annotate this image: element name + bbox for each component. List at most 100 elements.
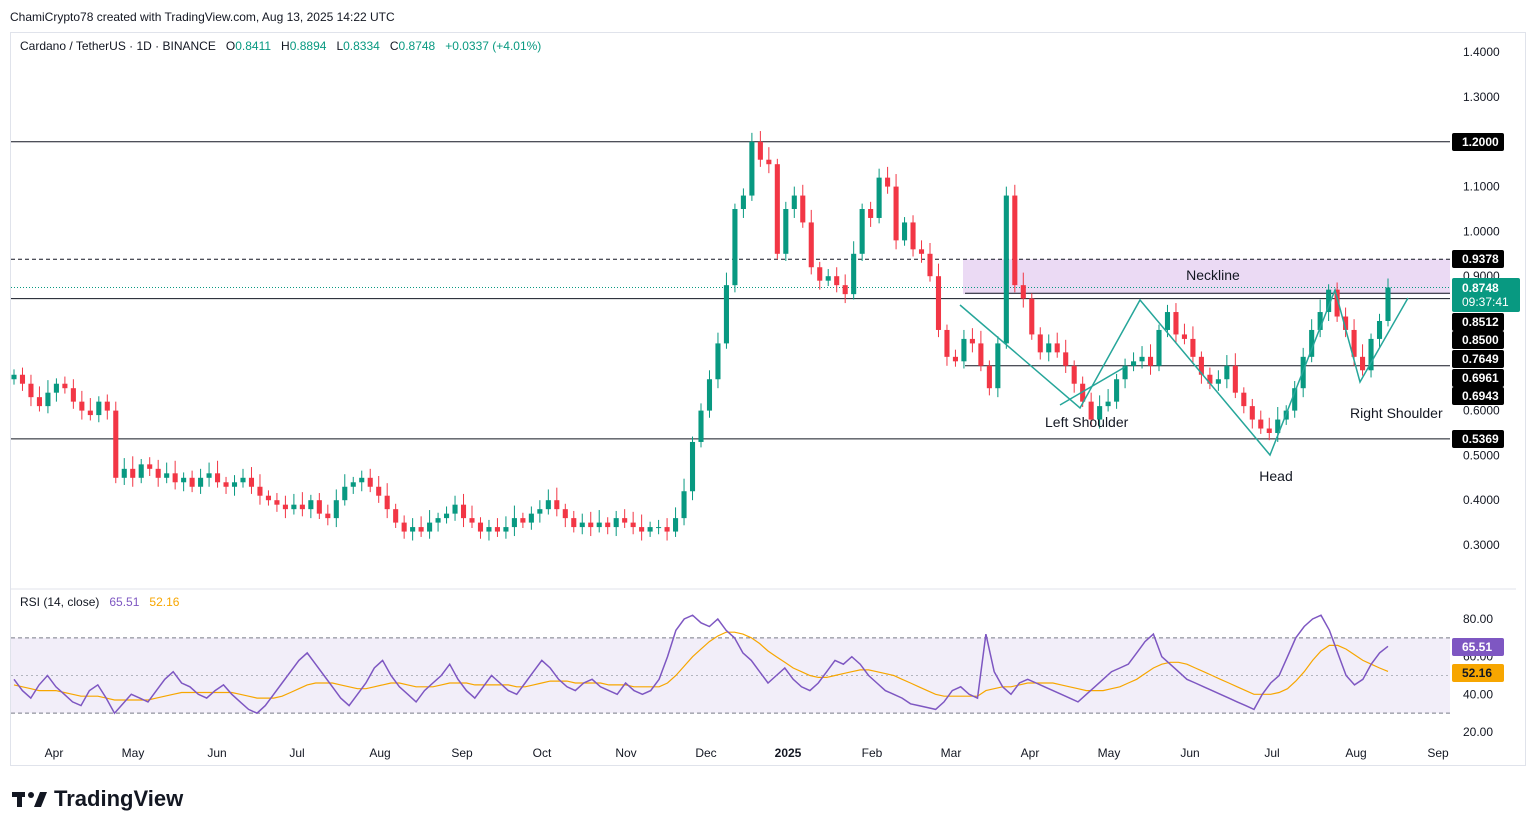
candle-body: [1063, 352, 1069, 366]
candle-body: [1164, 312, 1171, 330]
price-tag: [1452, 350, 1504, 368]
candle-body: [876, 177, 882, 218]
candle-body: [732, 209, 738, 286]
candle-body: [1360, 356, 1366, 371]
candle-body: [562, 509, 568, 519]
candle-body: [1173, 312, 1179, 335]
candle-body: [11, 374, 17, 380]
candle-body: [376, 486, 382, 496]
candle-body: [104, 401, 110, 411]
time-tick-label: 2025: [775, 746, 802, 760]
time-tick-label: Sep: [1427, 746, 1449, 760]
price-tick-label: 1.4000: [1463, 45, 1500, 59]
candle-body: [910, 222, 916, 250]
rsi-legend[interactable]: RSI (14, close) 65.51 52.16: [20, 595, 179, 609]
neckline-zone: [963, 259, 1450, 295]
candle-body: [902, 222, 908, 241]
close-value: 0.8748: [398, 39, 436, 53]
candle-body: [503, 527, 509, 532]
candle-body: [918, 249, 925, 254]
candle-body: [138, 464, 144, 478]
candle-body: [494, 527, 500, 532]
current-price-tag-value: 0.8748: [1462, 281, 1499, 295]
neckline-label: Neckline: [1186, 267, 1240, 283]
candle-body: [664, 527, 670, 532]
candle-body: [1368, 338, 1374, 371]
current-price-tag: [1452, 278, 1520, 312]
candle-body: [1029, 298, 1035, 335]
price-tag-value: 1.2000: [1462, 135, 1499, 149]
change-value: +0.0337 (+4.01%): [445, 39, 542, 53]
candle-body: [545, 500, 551, 510]
candle-body: [554, 500, 560, 510]
pattern-trendline-left: [1059, 366, 1126, 406]
candle-body: [282, 504, 288, 510]
candle-body: [325, 513, 331, 519]
candle-body: [1317, 312, 1323, 330]
left-shoulder-label: Left Shoulder: [1045, 414, 1129, 430]
candle-body: [1351, 329, 1357, 357]
candle-body: [1241, 392, 1247, 407]
rsi-label[interactable]: RSI (14, close): [20, 595, 100, 609]
candle-body: [452, 504, 458, 514]
price-tick-label: 0.4000: [1463, 493, 1500, 507]
candle-body: [1385, 287, 1391, 321]
candle-body: [511, 518, 517, 528]
candle-body: [62, 383, 68, 389]
candle-body: [113, 410, 119, 478]
candle-body: [1012, 195, 1018, 286]
symbol-label[interactable]: Cardano / TetherUS · 1D · BINANCE: [20, 39, 216, 53]
chart-frame: [10, 32, 1526, 766]
head-shoulders-pattern: [959, 287, 1409, 457]
candle-body: [299, 504, 305, 510]
candle-body: [70, 388, 76, 402]
candle-body: [1156, 329, 1162, 366]
candle-body: [36, 397, 42, 407]
candle-body: [935, 276, 942, 330]
price-tag: [1452, 331, 1504, 349]
candle-body: [1088, 401, 1094, 420]
candle-body: [350, 482, 356, 487]
tradingview-logo[interactable]: TradingView: [12, 786, 183, 812]
candle-body: [1080, 383, 1086, 402]
candle-body: [248, 477, 255, 487]
price-tag-value: 0.9378: [1462, 252, 1499, 266]
candle-body: [130, 468, 136, 478]
candle-body: [1258, 419, 1264, 429]
candle-body: [859, 209, 865, 254]
time-tick-label: Nov: [615, 746, 636, 760]
candle-body: [79, 401, 85, 411]
candle-body: [698, 410, 704, 442]
candle-body: [689, 441, 696, 492]
high-value: 0.8894: [289, 39, 327, 53]
candle-body: [469, 518, 475, 523]
candle-body: [927, 253, 933, 277]
candle-body: [1105, 401, 1111, 407]
candle-body: [393, 509, 399, 523]
candle-body: [1309, 329, 1315, 357]
candle-body: [291, 504, 297, 510]
candle-body: [834, 276, 840, 286]
candle-body: [486, 527, 492, 532]
rsi-value: 65.51: [109, 595, 140, 609]
candle-body: [868, 209, 874, 218]
time-tick-label: Aug: [1345, 746, 1366, 760]
ohlc-legend[interactable]: Cardano / TetherUS · 1D · BINANCE O0.841…: [20, 39, 541, 53]
candle-body: [647, 527, 653, 532]
price-tag: [1452, 369, 1504, 387]
candle-body: [1054, 343, 1060, 353]
candle-body: [715, 343, 721, 380]
candle-body: [1207, 374, 1213, 384]
candle-body: [45, 392, 51, 407]
time-tick-label: Dec: [695, 746, 716, 760]
time-tick-label: Sep: [451, 746, 473, 760]
time-tick-label: Feb: [862, 746, 883, 760]
candle-body: [1020, 285, 1026, 299]
candle-body: [410, 527, 416, 532]
price-tag-value: 0.8500: [1462, 333, 1499, 347]
rsi-band: [11, 637, 1450, 714]
candle-body: [749, 141, 755, 196]
time-tick-label: Oct: [533, 746, 552, 760]
candle-body: [435, 518, 441, 523]
